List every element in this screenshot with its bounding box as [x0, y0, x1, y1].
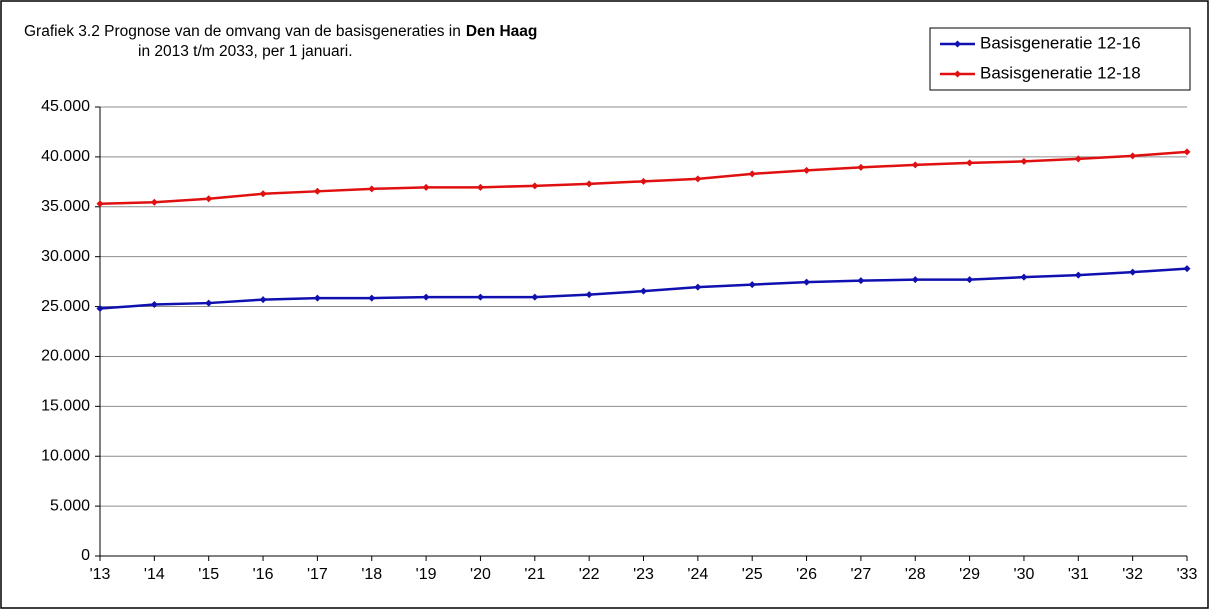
legend-marker [954, 40, 961, 48]
chart-subtitle: in 2013 t/m 2033, per 1 januari. [138, 43, 353, 60]
point-marker [1183, 148, 1191, 156]
x-tick-label: '13 [90, 566, 111, 583]
x-tick-label: '33 [1177, 566, 1198, 583]
x-tick-label: '14 [144, 566, 165, 583]
point-marker [1020, 157, 1028, 165]
point-marker [368, 294, 376, 302]
y-tick-label: 10.000 [41, 447, 90, 464]
x-tick-label: '17 [307, 566, 328, 583]
x-tick-label: '30 [1014, 566, 1035, 583]
legend-label: Basisgeneratie 12-18 [980, 63, 1141, 82]
point-marker [313, 187, 321, 195]
legend: Basisgeneratie 12-16 Basisgeneratie 12-18 [929, 27, 1191, 91]
point-marker [1020, 273, 1028, 281]
point-marker [531, 293, 539, 301]
title-text: Grafiek 3.2 Prognose van de omvang van d… [24, 23, 461, 40]
point-marker [259, 190, 267, 198]
point-marker [1129, 268, 1137, 276]
x-tick-label: '21 [524, 566, 545, 583]
y-tick-label: 0 [81, 547, 90, 564]
x-tick-label: '16 [253, 566, 274, 583]
x-tick-label: '26 [796, 566, 817, 583]
point-marker [857, 163, 865, 171]
point-marker [476, 183, 484, 191]
y-tick-label: 25.000 [41, 298, 90, 315]
point-marker [966, 159, 974, 167]
legend-label: Basisgeneratie 12-16 [980, 33, 1141, 52]
point-marker [803, 278, 811, 286]
point-marker [966, 276, 974, 284]
x-tick-label: '20 [470, 566, 491, 583]
x-tick-label: '19 [416, 566, 437, 583]
point-marker [150, 198, 158, 206]
point-marker [640, 177, 647, 185]
point-marker [694, 283, 702, 291]
point-marker [1183, 265, 1191, 273]
point-marker [259, 296, 267, 304]
title-bold: Den Haag [466, 23, 538, 40]
point-marker [748, 170, 756, 178]
y-tick-label: 5.000 [50, 497, 90, 514]
legend-marker [954, 70, 961, 78]
x-tick-label: '23 [633, 566, 654, 583]
x-tick-label: '32 [1122, 566, 1143, 583]
point-marker [640, 287, 647, 295]
x-tick-label: '24 [687, 566, 708, 583]
point-marker [422, 293, 430, 301]
y-tick-label: 30.000 [41, 248, 90, 265]
point-marker [205, 299, 213, 307]
point-marker [150, 301, 158, 309]
point-marker [585, 291, 593, 299]
chart-title: Grafiek 3.2 Prognose van de omvang van d… [24, 23, 537, 40]
x-tick-label: '31 [1068, 566, 1089, 583]
point-marker [585, 180, 593, 188]
y-tick-label: 20.000 [41, 348, 90, 365]
point-marker [368, 185, 376, 193]
y-tick-label: 45.000 [41, 98, 90, 115]
point-marker [531, 182, 539, 190]
point-marker [748, 281, 756, 289]
x-tick-label: '25 [742, 566, 763, 583]
point-marker [1129, 152, 1137, 160]
point-marker [911, 161, 919, 169]
y-tick-label: 40.000 [41, 148, 90, 165]
point-marker [313, 294, 321, 302]
x-tick-label: '15 [198, 566, 219, 583]
point-marker [1074, 271, 1082, 279]
point-marker [803, 166, 811, 174]
point-marker [422, 183, 430, 191]
x-tick-label: '29 [959, 566, 980, 583]
y-tick-label: 35.000 [41, 198, 90, 215]
point-marker [476, 293, 484, 301]
point-marker [96, 200, 104, 208]
x-tick-label: '18 [361, 566, 382, 583]
point-marker [857, 277, 865, 285]
point-marker [205, 195, 213, 203]
point-marker [96, 305, 104, 313]
x-tick-label: '22 [579, 566, 600, 583]
legend-box [929, 27, 1191, 91]
y-tick-label: 15.000 [41, 398, 90, 415]
x-tick-label: '28 [905, 566, 926, 583]
point-marker [911, 276, 919, 284]
point-marker [694, 175, 702, 183]
x-tick-label: '27 [850, 566, 871, 583]
point-marker [1074, 155, 1082, 163]
